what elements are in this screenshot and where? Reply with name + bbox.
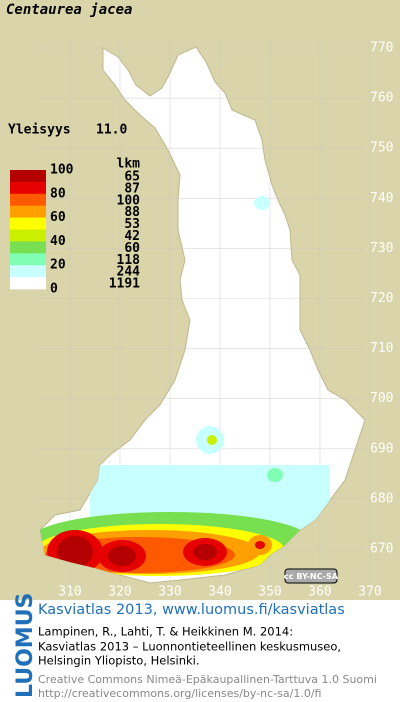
x-tick-label: 330 <box>158 585 181 600</box>
y-tick-label: 670 <box>370 542 393 557</box>
legend-scale-label: 20 <box>50 258 66 273</box>
legend-swatch <box>10 265 46 278</box>
legend-count: 244 <box>117 265 141 280</box>
y-tick-label: 720 <box>370 291 393 306</box>
occurrence-layer <box>40 196 330 576</box>
legend-scale-label: 60 <box>50 210 66 225</box>
legend-count: 42 <box>124 229 140 244</box>
y-tick-label: 680 <box>370 491 393 506</box>
species-title: Centaurea jacea <box>6 2 132 18</box>
legend-scale-label: 40 <box>50 234 66 249</box>
citation-line: Lampinen, R., Lahti, T. & Heikkinen M. 2… <box>38 625 293 639</box>
x-tick-label: 350 <box>258 585 281 600</box>
citation-line: Kasviatlas 2013 – Luonnontieteellinen ke… <box>38 640 341 654</box>
legend-swatch <box>10 217 46 230</box>
grid <box>40 40 371 585</box>
license-line: Creative Commons Nimeä-Epäkaupallinen-Ta… <box>38 673 377 686</box>
x-tick-label: 340 <box>208 585 231 600</box>
legend-scale-label: 0 <box>50 282 58 297</box>
legend-count: 87 <box>124 181 140 196</box>
occurrence-area <box>207 435 217 445</box>
y-tick-label: 740 <box>370 191 393 206</box>
x-tick-label: 310 <box>58 585 81 600</box>
y-tick-label: 770 <box>370 41 393 56</box>
legend-swatch <box>10 277 46 290</box>
occurrence-area <box>255 541 265 549</box>
y-tick-label: 690 <box>370 441 393 456</box>
legend-swatch <box>10 193 46 206</box>
legend-count: 65 <box>124 169 140 184</box>
badge-box <box>284 568 338 584</box>
x-tick-label: 370 <box>358 585 381 600</box>
legend-swatch <box>10 170 46 183</box>
legend-swatch <box>10 253 46 266</box>
y-tick-label: 710 <box>370 341 393 356</box>
legend-count: 60 <box>124 241 140 256</box>
headline: Kasviatlas 2013, www.luomus.fi/kasviatla… <box>38 602 345 618</box>
legend-count: 53 <box>124 217 140 232</box>
occurrence-area <box>193 544 217 560</box>
legend-swatch <box>10 229 46 242</box>
x-tick-label: 320 <box>108 585 131 600</box>
legend-swatch <box>10 181 46 195</box>
legend-swatch <box>10 205 46 218</box>
citation-line: Helsingin Yliopisto, Helsinki. <box>38 654 200 668</box>
license-badge: cc BY-NC-SA <box>284 568 339 584</box>
legend-count: 88 <box>124 205 140 220</box>
brand: LUOMUS <box>13 593 38 698</box>
y-tick-label: 750 <box>370 141 393 156</box>
frequency-value: 11.0 <box>96 123 127 138</box>
occurrence-area <box>267 468 283 482</box>
x-tick-label: 360 <box>308 585 331 600</box>
legend-scale-label: 80 <box>50 186 66 201</box>
legend-swatch <box>10 241 46 254</box>
occurrence-area <box>108 546 136 566</box>
legend-count: 100 <box>117 193 141 208</box>
occurrence-area <box>57 536 93 568</box>
license-line: http://creativecommons.org/licenses/by-n… <box>38 687 321 700</box>
badge-text: cc BY-NC-SA <box>284 572 339 581</box>
y-tick-label: 700 <box>370 391 393 406</box>
count-header: lkm <box>117 157 141 172</box>
legend-count: 118 <box>117 253 141 268</box>
y-tick-label: 760 <box>370 91 393 106</box>
legend-scale-label: 100 <box>50 163 74 178</box>
legend-count: 1191 <box>109 277 140 292</box>
y-tick-label: 730 <box>370 241 393 256</box>
occurrence-area <box>254 196 270 210</box>
frequency-label: Yleisyys <box>8 123 71 138</box>
